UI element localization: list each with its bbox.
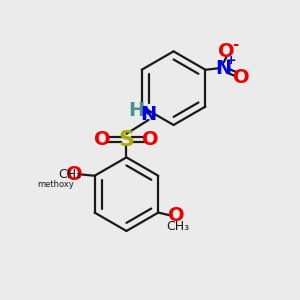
Text: O: O: [233, 68, 250, 87]
Text: CH₃: CH₃: [167, 220, 190, 233]
Text: CH₃: CH₃: [58, 168, 81, 181]
Text: O: O: [94, 130, 111, 149]
Text: O: O: [218, 42, 235, 61]
Text: O: O: [66, 165, 82, 184]
Text: H: H: [128, 101, 144, 120]
Text: N: N: [140, 105, 157, 124]
Text: methoxy: methoxy: [37, 180, 74, 189]
Text: N: N: [216, 59, 232, 78]
Text: -: -: [232, 37, 238, 52]
Text: O: O: [168, 206, 185, 225]
Text: S: S: [118, 130, 134, 150]
Text: O: O: [142, 130, 159, 149]
Text: +: +: [226, 54, 236, 68]
